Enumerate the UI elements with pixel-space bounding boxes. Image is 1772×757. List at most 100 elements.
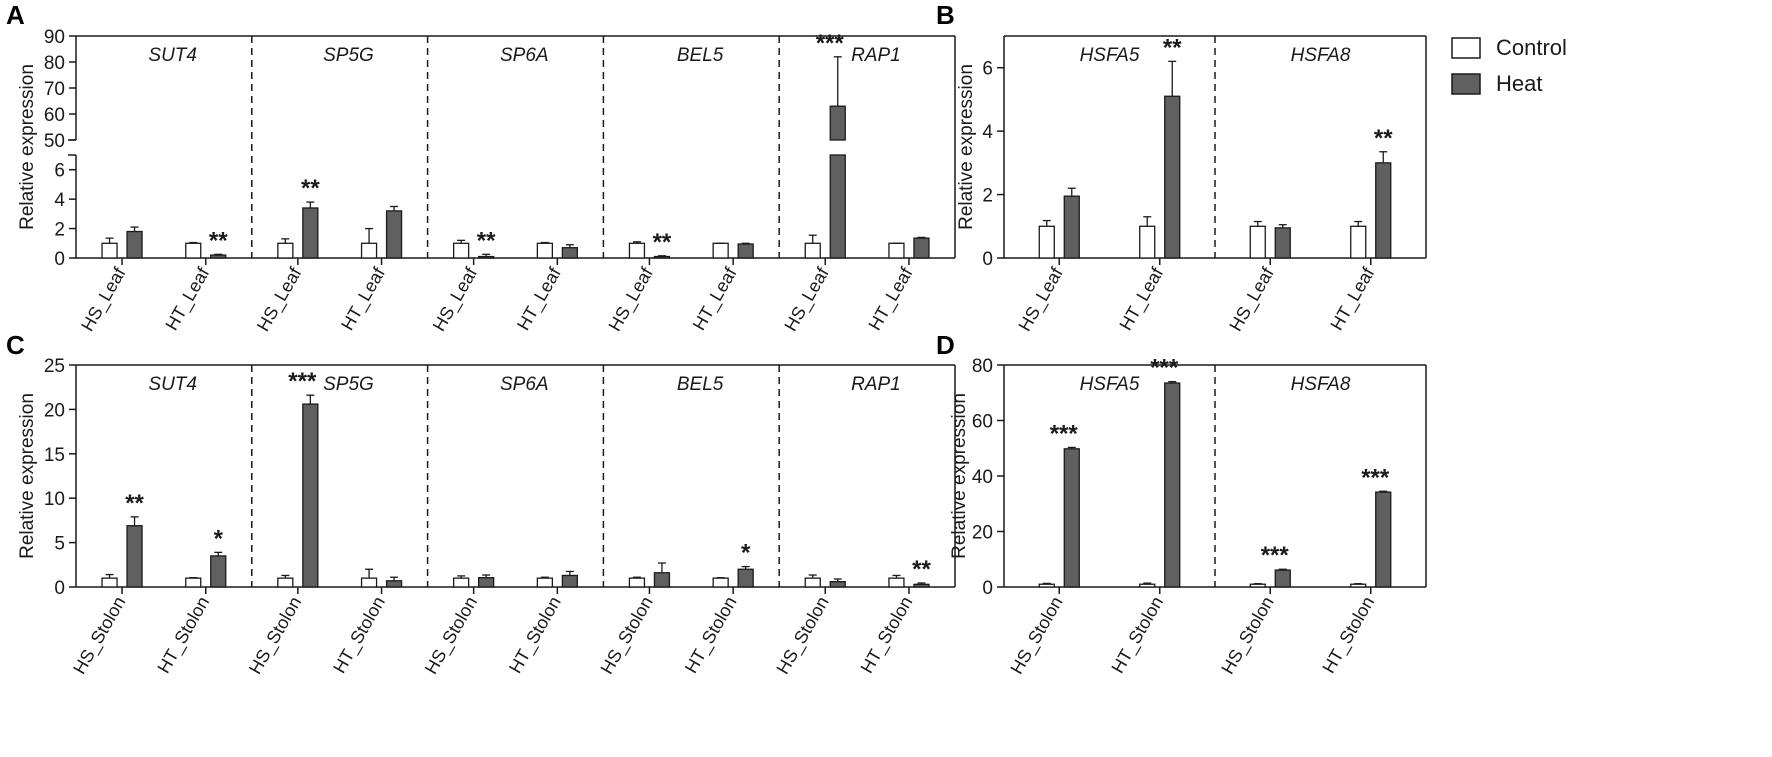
legend-swatch-control (1451, 37, 1481, 59)
y-tick-label: 70 (44, 79, 65, 100)
x-tick-label: HS_Leaf (429, 263, 483, 335)
x-tick-label: HS_Stolon (597, 593, 658, 678)
y-tick-label: 10 (44, 489, 65, 510)
significance-mark: * (214, 525, 224, 552)
control-bar (1249, 225, 1266, 259)
x-tick-label: HT_Leaf (689, 263, 742, 334)
heat-bar (913, 237, 930, 259)
y-tick-label: 4 (54, 190, 65, 211)
y-tick-label: 2 (54, 220, 65, 241)
y-tick-label: 80 (44, 53, 65, 74)
control-bar (185, 577, 202, 588)
gene-label: BEL5 (677, 374, 724, 395)
control-bar (1249, 583, 1266, 588)
y-tick-label: 0 (54, 578, 65, 599)
gene-label: SUT4 (148, 45, 197, 66)
heat-bar (1164, 382, 1181, 588)
gene-label: SUT4 (148, 374, 197, 395)
y-tick-label: 15 (44, 445, 65, 466)
x-tick-label: HT_Leaf (1326, 263, 1379, 334)
y-tick-label: 20 (44, 400, 65, 421)
significance-mark: *** (288, 368, 317, 395)
control-bar (628, 242, 646, 259)
gene-label: RAP1 (851, 374, 901, 395)
control-bar (1038, 583, 1055, 588)
gene-label: RAP1 (851, 45, 901, 66)
heat-bar (1063, 195, 1080, 259)
control-bar (536, 577, 554, 588)
panel-letter-d: D (936, 330, 955, 360)
panel-letter-a: A (6, 0, 25, 30)
control-bar (185, 242, 202, 259)
heat-bar (126, 230, 143, 259)
gene-label: BEL5 (677, 45, 724, 66)
control-bar (1350, 583, 1367, 588)
y-tick-label: 40 (972, 467, 993, 488)
panel-letter-c: C (6, 330, 25, 360)
control-bar (804, 242, 821, 259)
heat-bar (561, 574, 579, 588)
legend-swatch-heat (1451, 73, 1481, 95)
significance-mark: * (741, 540, 751, 567)
significance-mark: *** (1361, 464, 1390, 491)
heat-bar (737, 568, 754, 588)
gene-label: SP6A (500, 374, 549, 395)
x-tick-label: HS_Stolon (245, 593, 306, 678)
heat-bar (385, 210, 403, 259)
heat-bar (1375, 491, 1392, 588)
control-bar (101, 242, 118, 259)
gene-label: HSFA8 (1291, 45, 1351, 66)
y-tick-label: 2 (982, 186, 993, 207)
control-bar (101, 577, 118, 588)
heat-bar (1274, 227, 1291, 259)
y-tick-label: 0 (982, 249, 993, 270)
y-tick-label: 90 (44, 27, 65, 48)
x-tick-label: HS_Leaf (605, 263, 659, 335)
control-bar (712, 242, 729, 259)
y-tick-label: 0 (982, 578, 993, 599)
control-bar (1139, 583, 1156, 588)
control-bar (888, 242, 905, 259)
control-bar (277, 242, 294, 259)
heat-bar (561, 247, 579, 259)
y-tick-label: 4 (982, 122, 993, 143)
y-tick-label: 50 (44, 131, 65, 152)
x-tick-label: HS_Leaf (77, 263, 131, 335)
y-axis-label: Relative expression (956, 64, 977, 230)
y-tick-label: 5 (54, 534, 65, 555)
significance-mark: *** (1150, 355, 1179, 382)
panel-letter-b: B (936, 0, 955, 30)
x-tick-label: HT_Leaf (161, 263, 214, 334)
y-tick-label: 60 (44, 105, 65, 126)
significance-mark: *** (816, 30, 845, 57)
gene-label: SP5G (323, 45, 374, 66)
heat-bar (653, 572, 671, 588)
x-tick-label: HT_Stolon (153, 593, 214, 677)
x-tick-label: HT_Leaf (337, 263, 390, 334)
significance-mark: ** (477, 227, 496, 254)
control-bar (360, 577, 378, 588)
significance-mark: ** (301, 175, 320, 202)
significance-mark: ** (1374, 125, 1393, 152)
heat-bar (210, 254, 227, 259)
x-tick-label: HS_Stolon (1217, 593, 1278, 678)
x-tick-label: HT_Stolon (857, 593, 918, 677)
control-bar (1139, 225, 1156, 259)
control-bar (452, 577, 470, 588)
x-tick-label: HT_Stolon (681, 593, 742, 677)
y-tick-label: 60 (972, 412, 993, 433)
legend-label-heat: Heat (1496, 71, 1542, 96)
y-axis-label: Relative expression (17, 64, 38, 230)
x-tick-label: HT_Leaf (865, 263, 918, 334)
control-bar (804, 577, 821, 588)
control-bar (360, 242, 378, 259)
control-bar (277, 577, 294, 588)
heat-bar (829, 154, 846, 259)
heat-bar (1375, 162, 1392, 259)
x-tick-label: HS_Leaf (1225, 263, 1279, 335)
heat-bar (737, 243, 754, 259)
control-bar (452, 242, 470, 259)
y-tick-label: 6 (54, 161, 65, 182)
y-axis-label: Relative expression (949, 393, 970, 559)
x-tick-label: HT_Leaf (513, 263, 566, 334)
